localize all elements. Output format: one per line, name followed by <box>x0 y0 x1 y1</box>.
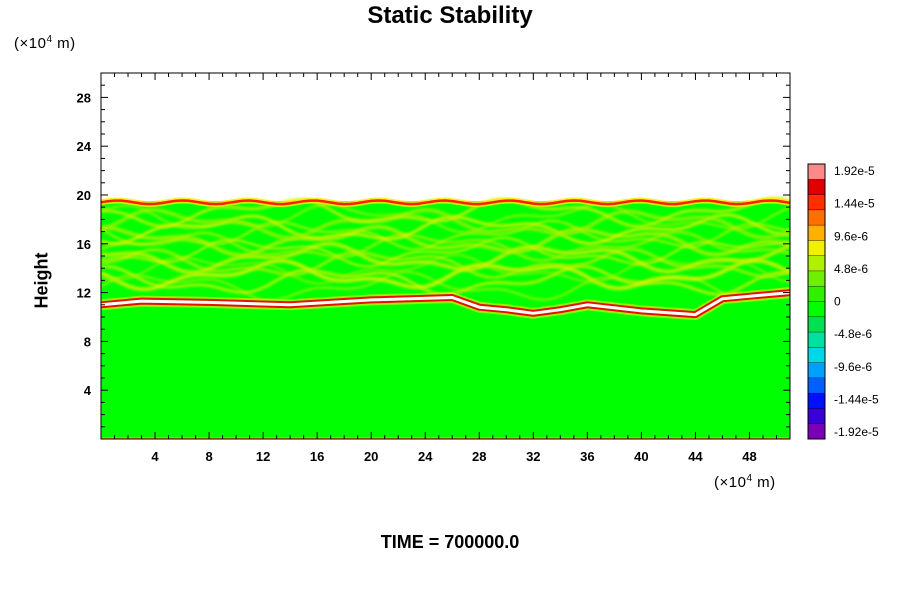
colorbar-segment <box>808 423 825 440</box>
y-tick-label: 16 <box>77 237 91 252</box>
colorbar-segment <box>808 179 825 195</box>
colorbar-segment <box>808 362 825 379</box>
y-axis: 4 8 12 16 20 24 28 <box>77 84 790 428</box>
colorbar-segment <box>808 347 825 363</box>
stability-streak <box>100 202 791 234</box>
colorbar-label: 0 <box>834 295 841 309</box>
colorbar-segment <box>808 301 825 318</box>
field-background <box>101 201 790 439</box>
colorbar-segment <box>808 194 825 211</box>
y-tick-label: 12 <box>77 286 91 301</box>
colorbar-label: 9.6e-6 <box>834 229 868 243</box>
x-tick-label: 16 <box>310 449 324 464</box>
colorbar-segment <box>808 240 825 256</box>
stability-streak <box>100 213 791 246</box>
x-tick-label: 36 <box>580 449 594 464</box>
colorbar-label: -9.6e-6 <box>834 360 872 374</box>
stability-streak <box>100 241 791 275</box>
x-tick-label: 28 <box>472 449 486 464</box>
colorbar-segment <box>808 255 825 272</box>
stability-streak <box>100 230 791 263</box>
colorbar-segment <box>808 377 825 394</box>
colorbar-segment <box>808 332 825 348</box>
colorbar-segment <box>808 225 825 241</box>
x-tick-label: 40 <box>634 449 648 464</box>
stability-streak <box>100 196 791 228</box>
time-label: TIME = 700000.0 <box>380 532 520 552</box>
stability-streak <box>100 236 791 268</box>
stability-streak <box>100 219 791 251</box>
colorbar-label: 1.44e-5 <box>834 197 875 211</box>
x-tick-label: 48 <box>742 449 756 464</box>
top-layer-red <box>100 199 791 206</box>
x-tick-label: 20 <box>364 449 378 464</box>
lower-layer-core <box>100 291 791 317</box>
y-tick-label: 8 <box>84 334 91 349</box>
y-tick-label: 24 <box>77 139 92 154</box>
x-tick-label: 12 <box>256 449 270 464</box>
x-tick-label: 8 <box>205 449 212 464</box>
heatmap-field <box>100 196 791 439</box>
chart-title: Static Stability <box>367 2 533 29</box>
x-tick-label: 4 <box>151 449 159 464</box>
colorbar-segment <box>808 270 825 287</box>
x-tick-label: 24 <box>418 449 433 464</box>
colorbar-frame <box>807 163 826 440</box>
colorbar-label: -1.92e-5 <box>834 425 879 439</box>
stability-streak <box>100 207 791 241</box>
stability-streak <box>100 224 791 258</box>
stability-streak <box>100 247 791 280</box>
colorbar-label: 1.92e-5 <box>834 164 875 178</box>
colorbar-segment <box>808 408 825 425</box>
colorbar-segment <box>808 393 825 409</box>
colorbar-label: -1.44e-5 <box>834 392 879 406</box>
x-axis-unit: (×104 m) <box>714 473 776 491</box>
colorbar-segment <box>808 209 825 226</box>
y-tick-label: 4 <box>84 383 92 398</box>
x-tick-label: 44 <box>688 449 703 464</box>
colorbar-segment <box>808 164 825 180</box>
y-axis-unit: (×104 m) <box>14 34 76 52</box>
x-axis: 4 8 12 16 20 24 28 32 36 40 44 48 <box>114 73 777 464</box>
colorbar: 1.92e-5 1.44e-5 9.6e-6 4.8e-6 0 -4.8e-6 -9.6e-… <box>807 163 879 440</box>
stability-streak <box>100 258 791 292</box>
x-tick-label: 32 <box>526 449 540 464</box>
colorbar-segment <box>808 316 825 333</box>
y-tick-label: 28 <box>77 90 91 105</box>
colorbar-label: 4.8e-6 <box>834 262 868 276</box>
y-tick-label: 20 <box>77 188 91 203</box>
colorbar-label: -4.8e-6 <box>834 327 872 341</box>
colorbar-segment <box>808 286 825 302</box>
